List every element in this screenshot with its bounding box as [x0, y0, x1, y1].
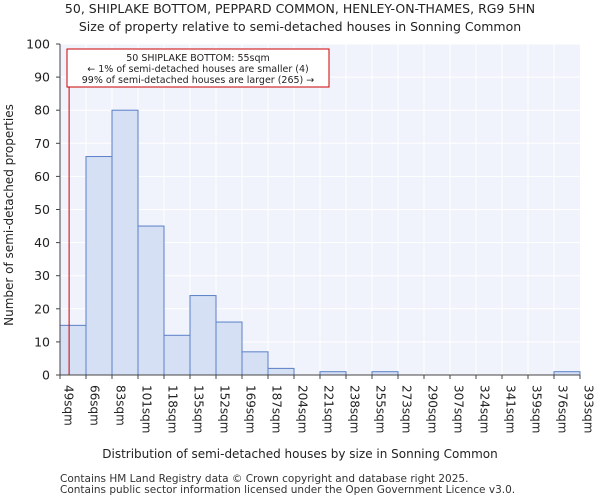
footer-line-2: Contains public sector information licen… — [60, 484, 516, 496]
bar — [267, 367, 295, 376]
x-tick-label: 135sqm — [192, 385, 206, 433]
y-tick-label: 0 — [42, 368, 50, 383]
y-tick-label: 20 — [34, 301, 50, 316]
x-tick-label: 255sqm — [374, 385, 388, 433]
grid-lines — [60, 43, 580, 375]
x-tick-label: 324sqm — [478, 385, 492, 433]
x-axis-ticks: 49sqm 66sqm 83sqm 101sqm 118sqm 135sqm 152sqm 1… — [59, 375, 596, 433]
annotation-line-3: 99% of semi-detached houses are larger (… — [82, 75, 315, 86]
y-tick-label: 50 — [34, 202, 50, 217]
annotation-line-2: ← 1% of semi-detached houses are smaller… — [87, 64, 308, 75]
bar — [215, 321, 243, 376]
x-tick-label: 341sqm — [504, 385, 518, 433]
y-tick-label: 30 — [34, 268, 50, 283]
y-tick-label: 80 — [34, 103, 50, 118]
x-tick-label: 290sqm — [426, 385, 440, 433]
y-tick-label: 10 — [34, 334, 50, 349]
y-tick-label: 100 — [26, 37, 50, 52]
bars — [59, 109, 581, 376]
y-axis-label: Number of semi-detached properties — [2, 104, 16, 326]
x-tick-label: 273sqm — [400, 385, 414, 433]
x-tick-label: 169sqm — [244, 385, 258, 433]
x-tick-label: 393sqm — [582, 385, 596, 433]
x-tick-label: 221sqm — [322, 385, 336, 433]
x-tick-label: 187sqm — [270, 385, 284, 433]
bar — [137, 225, 165, 376]
x-tick-label: 376sqm — [556, 385, 570, 433]
bar — [241, 351, 269, 376]
bar — [111, 109, 139, 376]
x-tick-label: 204sqm — [296, 385, 310, 433]
y-tick-label: 60 — [34, 169, 50, 184]
y-tick-label: 70 — [34, 136, 50, 151]
y-tick-label: 90 — [34, 70, 50, 85]
x-tick-label: 307sqm — [452, 385, 466, 433]
x-tick-label: 66sqm — [88, 385, 102, 426]
x-tick-label: 359sqm — [530, 385, 544, 433]
y-tick-label: 40 — [34, 235, 50, 250]
annotation-line-1: 50 SHIPLAKE BOTTOM: 55sqm — [126, 53, 270, 64]
x-tick-label: 49sqm — [62, 385, 76, 426]
footer-line-1: Contains HM Land Registry data © Crown c… — [60, 473, 469, 485]
x-tick-label: 118sqm — [166, 385, 180, 433]
chart-subtitle: Size of property relative to semi-detach… — [78, 19, 522, 34]
annotation-box: 50 SHIPLAKE BOTTOM: 55sqm ← 1% of semi-d… — [66, 48, 330, 88]
x-tick-label: 152sqm — [218, 385, 232, 433]
x-tick-label: 83sqm — [114, 385, 128, 426]
bar — [163, 334, 191, 376]
x-axis-label: Distribution of semi-detached houses by … — [102, 447, 497, 461]
x-tick-label: 238sqm — [348, 385, 362, 433]
chart-title: 50, SHIPLAKE BOTTOM, PEPPARD COMMON, HEN… — [64, 1, 536, 16]
annotation-frame — [66, 48, 330, 88]
bar — [59, 324, 87, 376]
x-tick-label: 101sqm — [140, 385, 154, 433]
bar — [85, 156, 113, 376]
y-axis-ticks: 0 10 20 30 40 50 60 70 80 90 100 — [26, 37, 60, 383]
bar — [189, 295, 217, 376]
